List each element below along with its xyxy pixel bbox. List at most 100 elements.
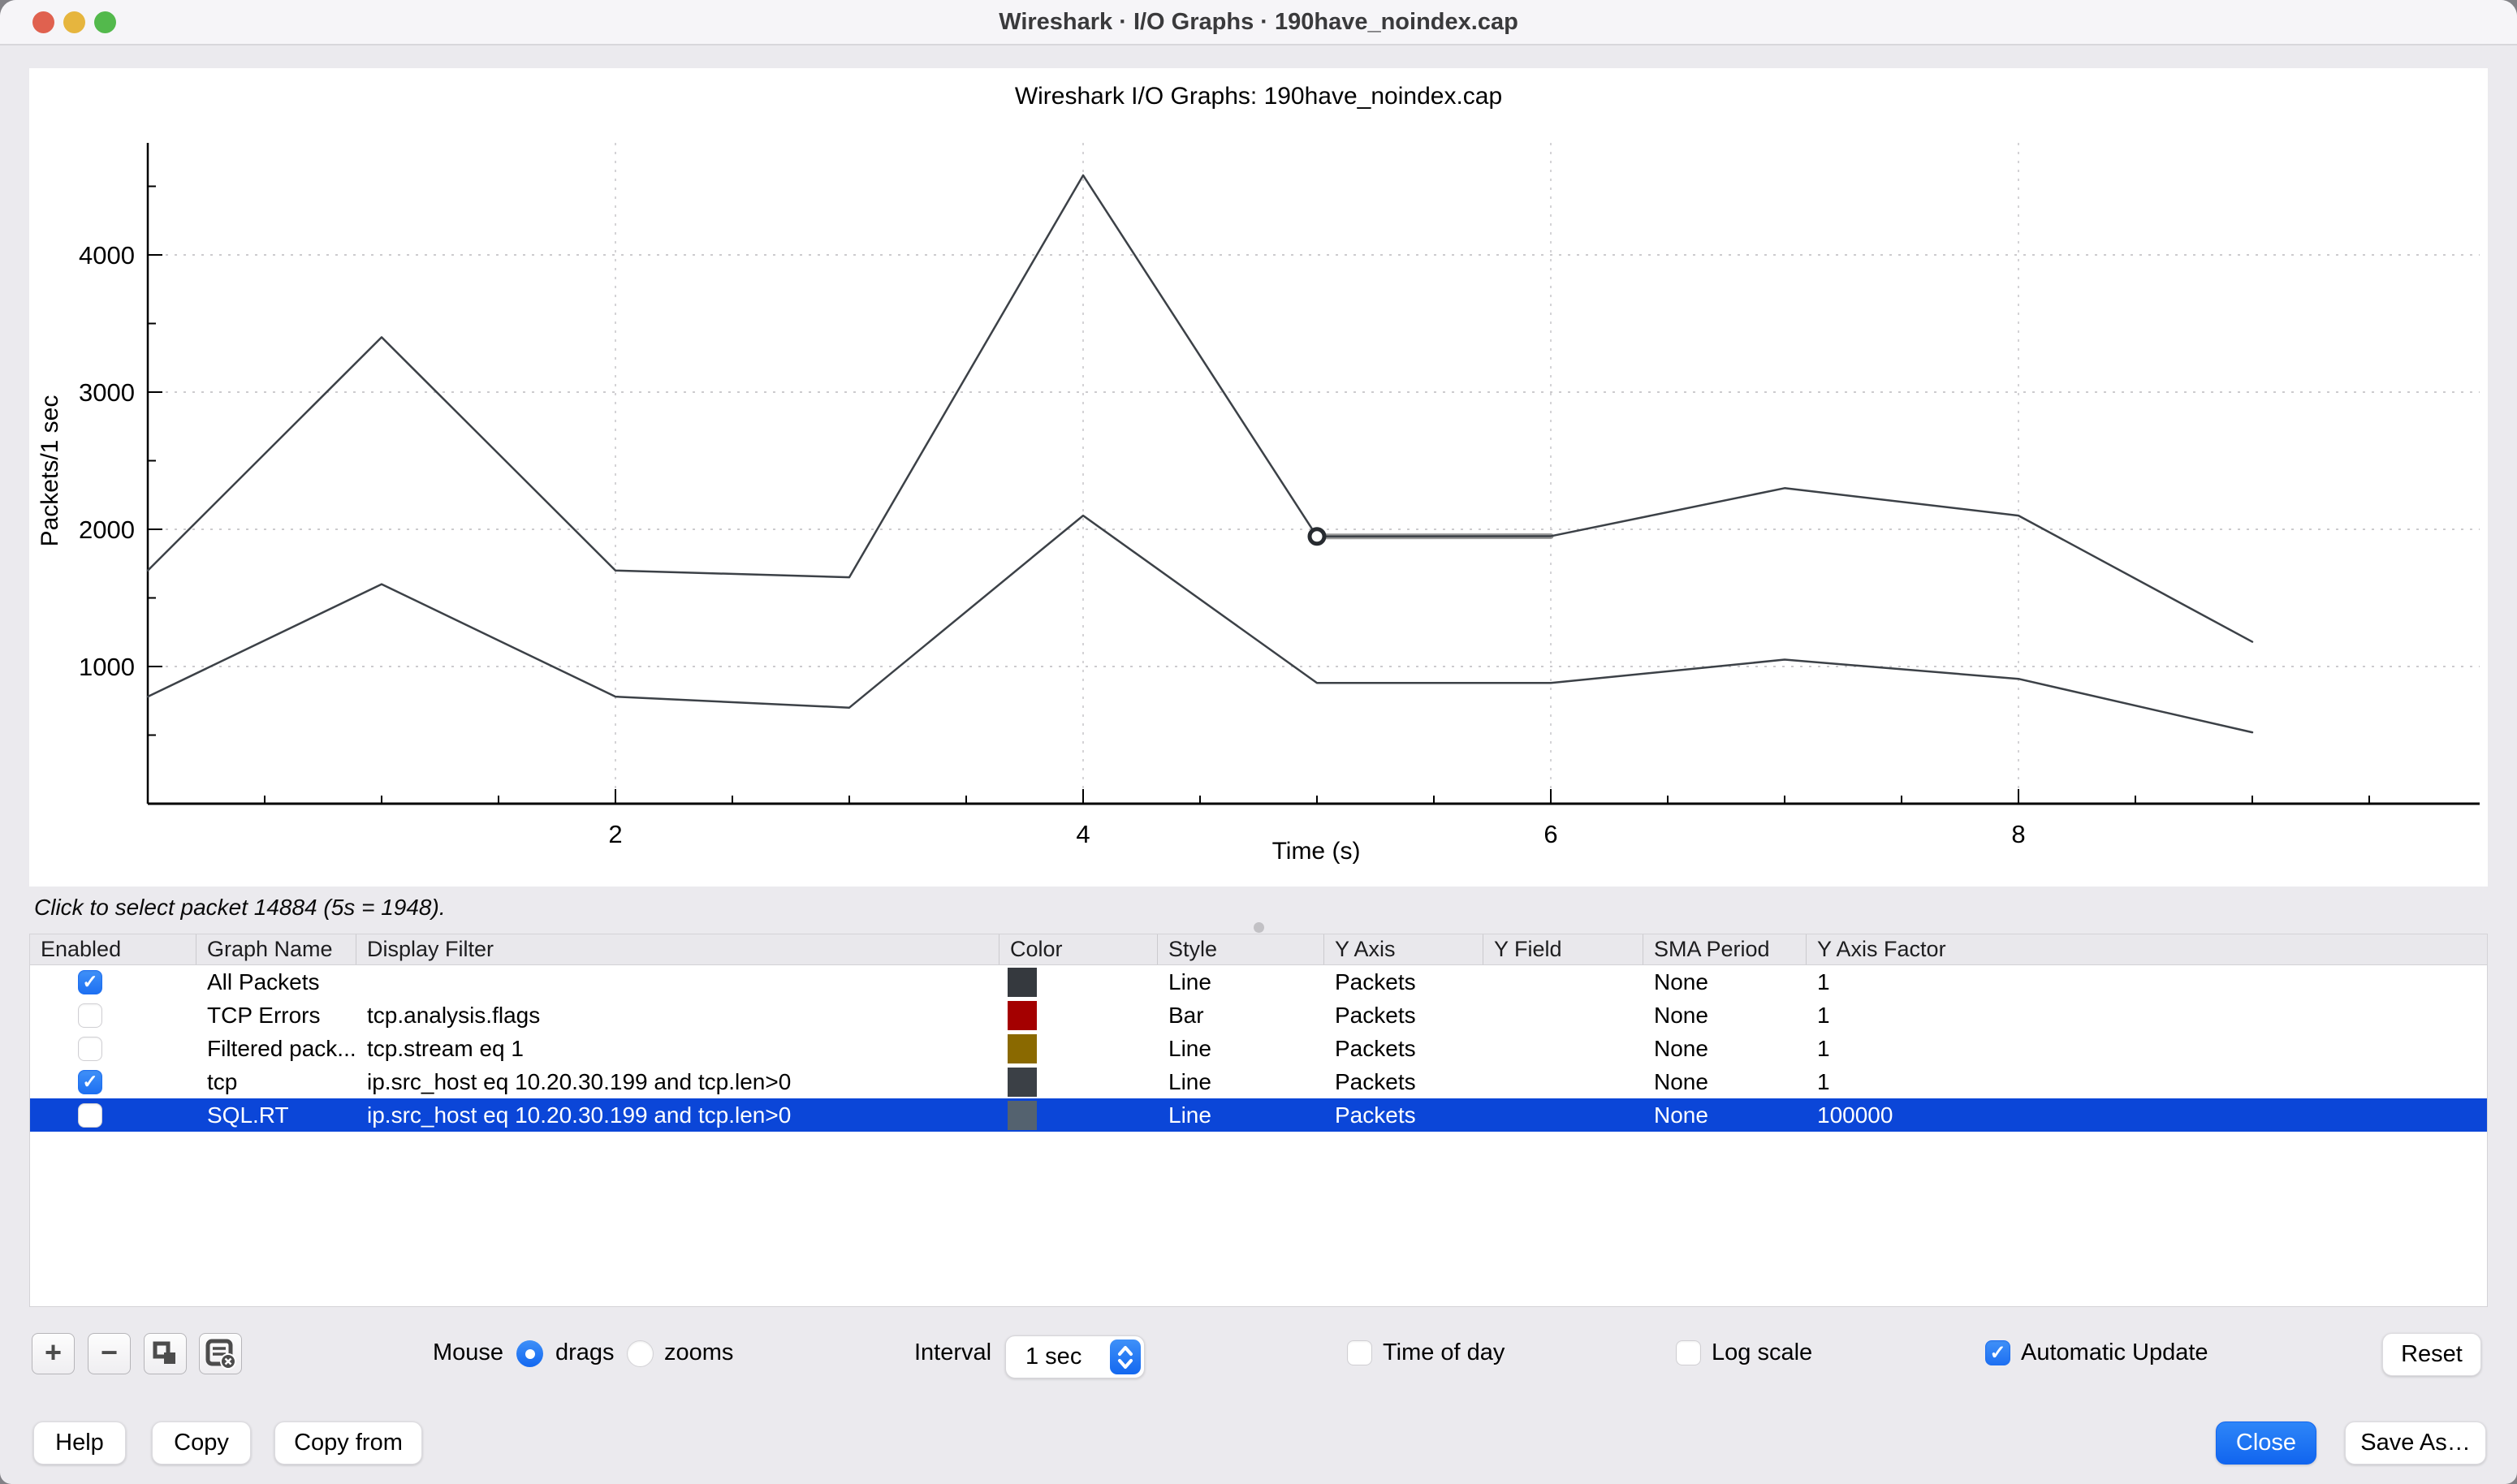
- graph-list: Enabled Graph Name Display Filter Color Styl…: [29, 934, 2488, 1307]
- copy-from-button[interactable]: Copy from: [274, 1421, 422, 1465]
- column-header-y-field[interactable]: Y Field: [1483, 934, 1643, 964]
- y-field-cell: [1483, 965, 1643, 999]
- log-scale-checkbox[interactable]: [1676, 1340, 1701, 1365]
- column-header-style[interactable]: Style: [1158, 934, 1324, 964]
- style-cell: Line: [1168, 969, 1211, 994]
- chart-panel: Wireshark I/O Graphs: 190have_noindex.ca…: [29, 68, 2488, 887]
- log-scale-label[interactable]: Log scale: [1712, 1339, 1813, 1365]
- graph-name-cell: Filtered pack...: [207, 1036, 356, 1061]
- hint-text: Click to select packet 14884 (5s = 1948)…: [34, 895, 446, 920]
- y-axis-cell: Packets: [1335, 1036, 1416, 1061]
- enabled-cell: [30, 1032, 196, 1065]
- y-axis-label: Packets/1 sec: [37, 395, 63, 547]
- display-filter-cell: tcp.stream eq 1: [367, 1036, 524, 1061]
- table-row[interactable]: ✓ All Packets Line Packets None 1: [30, 965, 2487, 999]
- enabled-checkbox[interactable]: [78, 1036, 102, 1061]
- selected-point-marker[interactable]: [1307, 527, 1327, 546]
- graph-table-body: ✓ All Packets Line Packets None 1 TCP Errors tc…: [30, 965, 2487, 1132]
- clear-graphs-button[interactable]: [199, 1333, 242, 1374]
- enabled-checkbox[interactable]: ✓: [78, 969, 102, 994]
- mouse-zooms-label[interactable]: zooms: [664, 1339, 734, 1365]
- graph-name-cell: TCP Errors: [207, 1003, 321, 1028]
- sma-period-cell: None: [1654, 1003, 1708, 1028]
- sma-period-cell: None: [1654, 969, 1708, 994]
- interval-select[interactable]: 1 sec: [1005, 1335, 1145, 1378]
- reset-button[interactable]: Reset: [2382, 1333, 2481, 1376]
- y-axis-factor-cell: 1: [1817, 1069, 1830, 1094]
- y-tick-label: 3000: [79, 378, 135, 407]
- column-header-enabled[interactable]: Enabled: [30, 934, 196, 964]
- x-axis-label: Time (s): [1271, 838, 1361, 865]
- io-graph-plot[interactable]: 1000 2000 3000 4000 2 4 6 8: [29, 68, 2488, 887]
- table-row[interactable]: TCP Errors tcp.analysis.flags Bar Packets No…: [30, 999, 2487, 1032]
- interval-label: Interval: [914, 1339, 992, 1365]
- stepper-icon[interactable]: [1110, 1339, 1141, 1374]
- automatic-update-label[interactable]: Automatic Update: [2021, 1339, 2208, 1365]
- time-of-day-checkbox[interactable]: [1347, 1340, 1372, 1365]
- chart-title: Wireshark I/O Graphs: 190have_noindex.ca…: [1014, 83, 1503, 110]
- splitter-handle[interactable]: [1254, 922, 1264, 933]
- enabled-cell: ✓: [30, 1065, 196, 1098]
- graph-list-header: Enabled Graph Name Display Filter Color Styl…: [30, 934, 2487, 965]
- enabled-checkbox[interactable]: [78, 1102, 102, 1128]
- duplicate-icon: [153, 1341, 175, 1364]
- y-field-cell: [1483, 999, 1643, 1032]
- x-tick-label: 8: [2011, 820, 2025, 848]
- title-bar[interactable]: Wireshark · I/O Graphs · 190have_noindex…: [0, 0, 2517, 45]
- mouse-drags-radio[interactable]: [516, 1340, 543, 1367]
- mouse-drags-label[interactable]: drags: [555, 1339, 615, 1365]
- style-cell: Bar: [1168, 1003, 1204, 1028]
- column-header-sma-period[interactable]: SMA Period: [1643, 934, 1807, 964]
- column-header-y-axis-factor[interactable]: Y Axis Factor: [1817, 937, 1946, 961]
- mouse-zooms-radio[interactable]: [627, 1340, 654, 1367]
- color-swatch[interactable]: [1008, 1033, 1037, 1063]
- minimize-window-icon[interactable]: [63, 11, 85, 33]
- x-tick-label: 6: [1543, 820, 1557, 848]
- duplicate-graph-button[interactable]: [144, 1333, 187, 1374]
- column-header-display-filter[interactable]: Display Filter: [356, 934, 999, 964]
- column-header-y-axis[interactable]: Y Axis: [1324, 934, 1483, 964]
- interval-value: 1 sec: [1025, 1344, 1082, 1370]
- mouse-label: Mouse: [433, 1339, 504, 1365]
- color-cell: [999, 999, 1158, 1032]
- column-header-graph-name[interactable]: Graph Name: [196, 934, 356, 964]
- y-field-cell: [1483, 1065, 1643, 1098]
- copy-button[interactable]: Copy: [152, 1421, 251, 1465]
- remove-graph-button[interactable]: −: [88, 1333, 131, 1374]
- automatic-update-checkbox[interactable]: ✓: [1985, 1340, 2010, 1365]
- color-swatch[interactable]: [1008, 967, 1037, 997]
- y-axis-cell: Packets: [1335, 969, 1416, 994]
- window-title: Wireshark · I/O Graphs · 190have_noindex…: [999, 9, 1518, 35]
- graph-name-cell: tcp: [207, 1069, 238, 1094]
- close-button[interactable]: Close: [2216, 1421, 2316, 1465]
- add-graph-button[interactable]: +: [32, 1333, 75, 1374]
- color-cell: [999, 1098, 1158, 1132]
- zoom-window-icon[interactable]: [94, 11, 116, 33]
- table-row[interactable]: SQL.RT ip.src_host eq 10.20.30.199 and tc…: [30, 1098, 2487, 1132]
- enabled-cell: ✓: [30, 965, 196, 999]
- color-swatch[interactable]: [1008, 1100, 1037, 1130]
- help-button[interactable]: Help: [33, 1421, 126, 1465]
- y-axis-cell: Packets: [1335, 1003, 1416, 1028]
- style-cell: Line: [1168, 1069, 1211, 1094]
- time-of-day-label[interactable]: Time of day: [1383, 1339, 1505, 1365]
- y-tick-label: 4000: [79, 241, 135, 270]
- style-cell: Line: [1168, 1102, 1211, 1128]
- enabled-checkbox[interactable]: [78, 1003, 102, 1028]
- save-as-button[interactable]: Save As…: [2345, 1421, 2486, 1465]
- column-header-color[interactable]: Color: [999, 934, 1158, 964]
- sma-period-cell: None: [1654, 1036, 1708, 1061]
- enabled-checkbox[interactable]: ✓: [78, 1069, 102, 1094]
- y-axis-cell: Packets: [1335, 1102, 1416, 1128]
- color-swatch[interactable]: [1008, 1067, 1037, 1097]
- color-cell: [999, 965, 1158, 999]
- table-row[interactable]: Filtered pack... tcp.stream eq 1 Line Packe…: [30, 1032, 2487, 1065]
- series-all-packets[interactable]: [146, 174, 2254, 643]
- series-tcp[interactable]: [146, 514, 2254, 734]
- color-swatch[interactable]: [1008, 1000, 1037, 1030]
- close-window-icon[interactable]: [32, 11, 54, 33]
- table-row[interactable]: ✓ tcp ip.src_host eq 10.20.30.199 and tcp.…: [30, 1065, 2487, 1098]
- clear-list-icon: [205, 1339, 236, 1370]
- graph-name-cell: All Packets: [207, 969, 320, 994]
